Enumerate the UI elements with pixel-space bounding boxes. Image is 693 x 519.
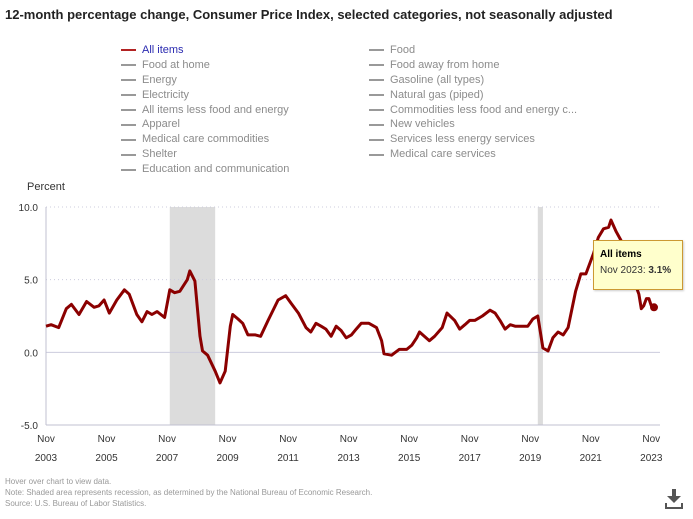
x-tick-year: 2009 xyxy=(216,453,239,464)
legend-item[interactable]: Medical care services xyxy=(369,147,577,162)
legend-item[interactable]: Services less energy services xyxy=(369,132,577,147)
series-line-all-items xyxy=(45,218,655,385)
legend-swatch-icon xyxy=(121,49,136,52)
tooltip-value: 3.1% xyxy=(648,265,672,276)
legend-swatch-icon xyxy=(369,49,384,52)
y-tick-label: 0.0 xyxy=(24,348,38,359)
legend-item[interactable]: Commodities less food and energy c... xyxy=(369,103,577,118)
x-tick-year: 2007 xyxy=(156,453,179,464)
x-tick-month: Nov xyxy=(279,434,297,445)
legend-item[interactable]: Shelter xyxy=(121,147,289,162)
legend-item[interactable]: All items xyxy=(121,43,289,58)
legend-column-1: All items Food at home Energy Electricity Al… xyxy=(121,43,289,177)
x-tick-month: Nov xyxy=(461,434,479,445)
legend-swatch-icon xyxy=(121,168,136,171)
legend-label: Food away from home xyxy=(390,58,500,71)
x-tick-month: Nov xyxy=(98,434,116,445)
legend-item[interactable]: All items less food and energy xyxy=(121,103,289,118)
x-tick-month: Nov xyxy=(582,434,600,445)
legend-item[interactable]: Energy xyxy=(121,73,289,88)
tooltip-date: Nov 2023 xyxy=(600,265,643,276)
y-tick-label: 5.0 xyxy=(24,276,38,287)
recession-note: Note: Shaded area represents recession, … xyxy=(5,488,373,497)
legend-label: All items xyxy=(142,44,184,56)
x-tick-month: Nov xyxy=(521,434,539,445)
legend-swatch-icon xyxy=(121,138,136,141)
x-tick-year: 2019 xyxy=(519,453,542,464)
x-tick-year: 2005 xyxy=(95,453,118,464)
legend-item[interactable]: New vehicles xyxy=(369,117,577,132)
y-tick-label: 10.0 xyxy=(19,203,39,214)
legend-item[interactable]: Food away from home xyxy=(369,58,577,73)
legend-label: Gasoline (all types) xyxy=(390,73,485,86)
legend-swatch-icon xyxy=(369,138,384,141)
y-axis-label: Percent xyxy=(27,181,65,193)
legend-label: Medical care services xyxy=(390,148,496,161)
tooltip-series: All items xyxy=(600,249,642,260)
legend-swatch-icon xyxy=(121,123,136,126)
legend-item[interactable]: Food xyxy=(369,43,577,58)
recession-band xyxy=(169,207,216,425)
legend-label: Services less energy services xyxy=(390,133,535,146)
legend-label: All items less food and energy xyxy=(142,103,289,116)
x-tick-year: 2011 xyxy=(277,453,299,464)
chart-title: 12-month percentage change, Consumer Pri… xyxy=(5,7,613,22)
x-tick-year: 2023 xyxy=(640,453,663,464)
x-tick-year: 2013 xyxy=(338,453,361,464)
legend-label: Food at home xyxy=(142,58,210,71)
legend-label: Food xyxy=(390,44,416,56)
legend-swatch-icon xyxy=(369,79,384,82)
legend-item[interactable]: Medical care commodities xyxy=(121,132,289,147)
x-tick-year: 2021 xyxy=(580,453,603,464)
x-tick-month: Nov xyxy=(340,434,358,445)
legend-label: Natural gas (piped) xyxy=(390,88,484,101)
legend-label: Energy xyxy=(142,73,177,86)
legend-label: Shelter xyxy=(142,148,177,161)
legend-swatch-icon xyxy=(121,153,136,156)
legend-column-2: Food Food away from home Gasoline (all typ… xyxy=(369,43,577,162)
legend-swatch-icon xyxy=(369,94,384,97)
hover-hint: Hover over chart to view data. xyxy=(5,477,112,486)
x-tick-month: Nov xyxy=(400,434,418,445)
legend-label: Education and communication xyxy=(142,163,290,176)
legend-item[interactable]: Gasoline (all types) xyxy=(369,73,577,88)
x-tick-year: 2017 xyxy=(459,453,482,464)
legend-item[interactable]: Education and communication xyxy=(121,162,289,177)
legend-label: Medical care commodities xyxy=(142,133,270,146)
highlight-point xyxy=(650,303,658,312)
legend-swatch-icon xyxy=(121,79,136,82)
x-tick-month: Nov xyxy=(219,434,237,445)
legend-swatch-icon xyxy=(121,94,136,97)
legend-item[interactable]: Apparel xyxy=(121,117,289,132)
download-button[interactable] xyxy=(664,488,684,510)
legend-swatch-icon xyxy=(369,64,384,67)
x-tick-month: Nov xyxy=(37,434,55,445)
download-icon xyxy=(665,489,683,509)
legend-item[interactable]: Natural gas (piped) xyxy=(369,88,577,103)
legend-label: Commodities less food and energy c... xyxy=(390,103,578,116)
x-tick-month: Nov xyxy=(642,434,660,445)
legend-swatch-icon xyxy=(369,109,384,111)
legend-item[interactable]: Food at home xyxy=(121,58,289,73)
recession-band xyxy=(537,207,543,425)
x-tick-month: Nov xyxy=(158,434,176,445)
chart-notes: Hover over chart to view data. Note: Sha… xyxy=(5,476,372,509)
source-note: Source: U.S. Bureau of Labor Statistics. xyxy=(5,499,147,508)
legend-swatch-icon xyxy=(121,64,136,67)
legend-label: Electricity xyxy=(142,88,190,101)
x-tick-year: 2015 xyxy=(398,453,421,464)
legend-swatch-icon xyxy=(121,109,136,111)
legend-item[interactable]: Electricity xyxy=(121,88,289,103)
x-tick-year: 2003 xyxy=(35,453,58,464)
legend-swatch-icon xyxy=(369,123,384,126)
legend-label: New vehicles xyxy=(390,118,455,131)
chart-tooltip: All items Nov 2023: 3.1% xyxy=(593,240,683,290)
legend-swatch-icon xyxy=(369,153,384,156)
y-tick-label: -5.0 xyxy=(21,421,39,432)
legend-label: Apparel xyxy=(142,118,180,131)
